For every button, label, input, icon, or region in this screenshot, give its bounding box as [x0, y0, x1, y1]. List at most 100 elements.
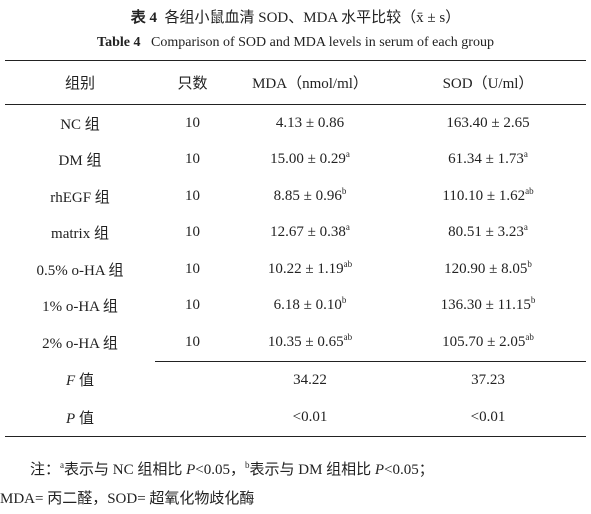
header-text: 只数 [177, 76, 208, 92]
cell: NC 组 [5, 105, 155, 142]
header-cell: SOD（U/ml） [390, 60, 586, 105]
cell: 10 [155, 142, 230, 179]
cell: 10.35 ± 0.65ab [230, 324, 390, 361]
cell-text: 61.34 ± 1.73 [448, 151, 524, 168]
cell: 10 [155, 251, 230, 288]
superscript: b [530, 295, 536, 306]
note-line: 注：a表示与 NC 组相比 P<0.05，b表示与 DM 组相比 P<0.05； [0, 456, 591, 485]
superscript: a [523, 149, 528, 160]
header-text: SOD（U/ml） [442, 76, 534, 92]
cell-text: <0.01 [292, 408, 328, 425]
cell-text: 136.30 ± 11.15 [440, 297, 531, 314]
superscript: ab [343, 258, 353, 269]
superscript: a [345, 149, 350, 160]
cell-text: 110.10 ± 1.62 [442, 187, 526, 204]
cell: <0.01 [230, 399, 390, 437]
cell: 80.51 ± 3.23a [390, 215, 586, 252]
cell-text: 12.67 ± 0.38 [270, 224, 346, 241]
cell: F 值 [5, 361, 155, 399]
stat-row: P 值 <0.01 <0.01 [5, 399, 586, 437]
title-en: Table 4 Comparison of SOD and MDA levels… [0, 35, 591, 51]
cell: 6.18 ± 0.10b [230, 288, 390, 325]
data-row: 2% o-HA 组 10 10.35 ± 0.65ab 105.70 ± 2.05ab [5, 324, 586, 361]
data-row: 1% o-HA 组 10 6.18 ± 0.10b 136.30 ± 11.15b [5, 288, 586, 325]
cell-text: matrix 组 [51, 226, 109, 243]
cell-text: 105.70 ± 2.05 [442, 333, 526, 350]
cell-text: <0.01 [470, 408, 506, 425]
data-row: DM 组 10 15.00 ± 0.29a 61.34 ± 1.73a [5, 142, 586, 179]
header-text: 组别 [64, 76, 95, 92]
text: 表 4 [130, 10, 157, 26]
stat-label: 值 [78, 410, 94, 427]
notes: 注：a表示与 NC 组相比 P<0.05，b表示与 DM 组相比 P<0.05；… [0, 456, 591, 514]
note-part: a [60, 460, 65, 470]
note-part: b [245, 460, 250, 470]
cell: 37.23 [390, 360, 586, 399]
cell: 10 [155, 178, 230, 215]
note-part: 表示与 NC 组相比 [64, 462, 187, 478]
cell-text: 0.5% o-HA 组 [36, 262, 124, 279]
note-line: MDA= 丙二醛，SOD= 超氧化物歧化酶 [0, 485, 591, 514]
note-part: <0.05， [195, 462, 245, 478]
cell: 10 [155, 105, 230, 142]
header-cell: MDA（nmol/ml） [230, 60, 390, 105]
cell-text: 10 [185, 187, 200, 204]
stat-label: 值 [78, 373, 94, 390]
cell: 110.10 ± 1.62ab [390, 178, 586, 215]
note-part: P [374, 462, 385, 478]
cell: 4.13 ± 0.86 [230, 105, 390, 142]
cell [155, 399, 230, 437]
data-row: matrix 组 10 12.67 ± 0.38a 80.51 ± 3.23a [5, 215, 586, 252]
superscript: a [345, 222, 350, 233]
cell: <0.01 [390, 399, 586, 437]
cell: 163.40 ± 2.65 [390, 105, 586, 142]
cell-text: 10.22 ± 1.19 [267, 260, 344, 277]
cell: 105.70 ± 2.05ab [390, 324, 586, 361]
header-cell: 组别 [5, 60, 155, 105]
note-part: 表示与 DM 组相比 [249, 462, 375, 478]
stat-row: F 值 34.22 37.23 [5, 360, 586, 399]
cell: 10.22 ± 1.19ab [230, 251, 390, 288]
cell-text: 37.23 [471, 371, 505, 388]
cell: 136.30 ± 11.15b [390, 288, 586, 325]
cell-text: 10 [185, 260, 200, 277]
cell-text: 10 [185, 333, 200, 350]
text: Comparison of SOD and MDA levels in seru… [151, 35, 494, 50]
text: Table 4 [97, 35, 141, 50]
cell-text: 34.22 [293, 371, 327, 388]
stat-symbol: F [66, 373, 76, 390]
cell: 12.67 ± 0.38a [230, 215, 390, 252]
cell-text: 120.90 ± 8.05 [444, 260, 528, 277]
cell: 10 [155, 324, 230, 361]
superscript: b [527, 258, 532, 269]
cell: 8.85 ± 0.96b [230, 178, 390, 215]
cell: P 值 [5, 399, 155, 437]
cell-text: NC 组 [60, 116, 100, 133]
cell-text: 163.40 ± 2.65 [446, 114, 530, 131]
cell: matrix 组 [5, 215, 155, 252]
text: MDA= 丙二醛，SOD= 超氧化物歧化酶 [0, 491, 255, 507]
header-row: 组别 只数 MDA（nmol/ml） SOD（U/ml） [5, 60, 586, 105]
title-cn: 表 4 各组小鼠血清 SOD、MDA 水平比较（x̄ ± s） [0, 6, 591, 27]
header-text: MDA（nmol/ml） [252, 76, 368, 92]
cell: 0.5% o-HA 组 [5, 251, 155, 288]
cell-text: 15.00 ± 0.29 [270, 151, 346, 168]
data-row: NC 组 10 4.13 ± 0.86 163.40 ± 2.65 [5, 105, 586, 142]
text: 各组小鼠血清 SOD、MDA 水平比较（x̄ ± s） [164, 10, 461, 26]
cell-text: 80.51 ± 3.23 [448, 224, 524, 241]
note-part: 注： [30, 462, 61, 478]
cell: 15.00 ± 0.29a [230, 142, 390, 179]
data-row: rhEGF 组 10 8.85 ± 0.96b 110.10 ± 1.62ab [5, 178, 586, 215]
table: 组别 只数 MDA（nmol/ml） SOD（U/ml） NC 组 10 4.13 ± 0.… [5, 60, 586, 437]
cell-text: DM 组 [58, 153, 102, 170]
cell: 10 [155, 215, 230, 252]
cell: 61.34 ± 1.73a [390, 142, 586, 179]
stat-symbol: P [66, 410, 76, 427]
note-part: <0.05； [384, 462, 434, 478]
cell: rhEGF 组 [5, 178, 155, 215]
data-row: 0.5% o-HA 组 10 10.22 ± 1.19ab 120.90 ± 8.05… [5, 251, 586, 288]
cell-text: 10 [185, 297, 200, 314]
cell-text: 6.18 ± 0.10 [273, 297, 342, 314]
cell: 1% o-HA 组 [5, 288, 155, 325]
